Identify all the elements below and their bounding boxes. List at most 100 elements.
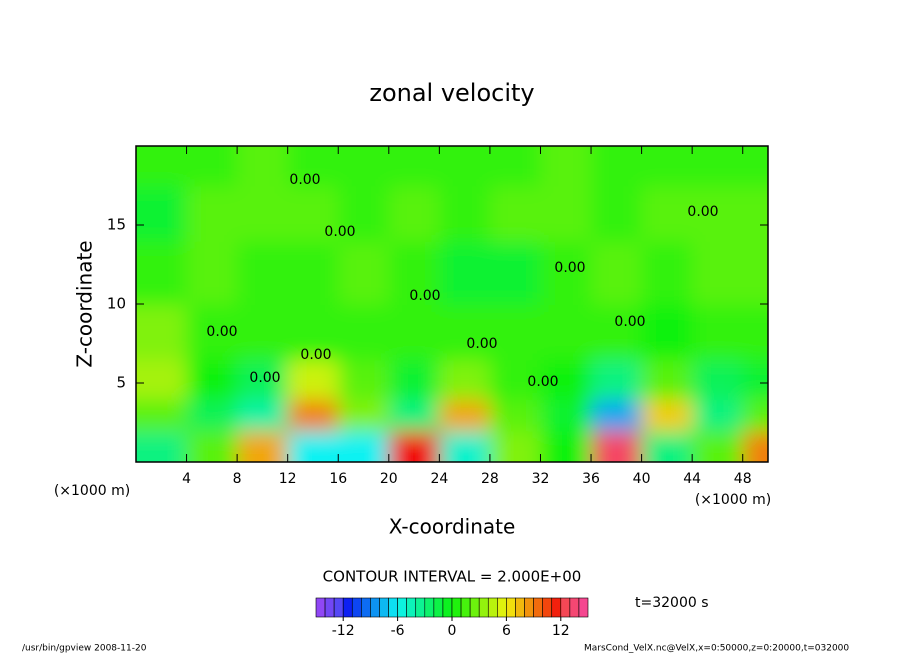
field-cell <box>136 430 188 462</box>
colorbar-box <box>460 597 471 618</box>
field-cell <box>388 359 441 400</box>
field-cell <box>287 185 340 242</box>
field-cell <box>186 240 239 305</box>
contour-interval: CONTOUR INTERVAL = 2.000E+00 <box>323 568 582 586</box>
x-tick-label: 4 <box>182 471 191 487</box>
colorbar-box <box>497 597 507 618</box>
y-unit: (×1000 m) <box>54 483 130 499</box>
field-cell <box>591 304 643 361</box>
field-cell <box>641 430 694 462</box>
x-tick-label: 8 <box>233 471 242 487</box>
field-cell <box>287 304 340 361</box>
y-tick-label: 10 <box>107 295 126 313</box>
field-cell <box>540 430 593 462</box>
field-cell <box>692 240 744 305</box>
field-cell <box>439 185 491 242</box>
colorbar-label: 0 <box>448 623 457 639</box>
field-cell <box>742 185 768 242</box>
field-cell <box>742 304 768 361</box>
field-cell <box>489 146 542 187</box>
field-cell <box>742 146 768 187</box>
field-cell <box>540 185 593 242</box>
contour-label: 0.00 <box>206 324 237 340</box>
field-cell <box>287 430 340 462</box>
colorbar-box <box>388 597 398 618</box>
field-cell <box>287 146 340 187</box>
colorbar-box <box>324 597 335 618</box>
contour-label: 0.00 <box>614 314 645 330</box>
colorbar-label: 6 <box>502 623 511 639</box>
field-cell <box>287 240 340 305</box>
colorbar-box <box>569 597 580 618</box>
x-tick-label: 32 <box>532 471 550 487</box>
field-cell <box>237 398 289 432</box>
y-axis-label: Z-coordinate <box>73 240 97 367</box>
field-cell <box>338 185 390 242</box>
x-unit: (×1000 m) <box>695 492 771 508</box>
field-cell <box>641 185 694 242</box>
field-cell <box>186 430 239 462</box>
x-tick-label: 36 <box>582 471 600 487</box>
field-cell <box>338 398 390 432</box>
field-cell <box>237 185 289 242</box>
x-axis-label: X-coordinate <box>389 515 516 539</box>
field-cell <box>338 359 390 400</box>
field-cell <box>439 359 491 400</box>
colorbar-label: 12 <box>552 623 570 639</box>
colorbar-box <box>361 597 371 618</box>
colorbar-box <box>415 597 426 618</box>
field-cell <box>439 146 491 187</box>
field-cell <box>186 146 239 187</box>
colorbar-box <box>560 597 571 618</box>
colorbar-box <box>379 597 389 618</box>
colorbar-box <box>370 597 380 618</box>
field-cell <box>338 240 390 305</box>
x-tick-label: 28 <box>481 471 499 487</box>
field-cell <box>136 146 188 187</box>
field-cell <box>439 240 491 305</box>
field-cell <box>692 359 744 400</box>
field-cell <box>489 240 542 305</box>
field-cell <box>692 146 744 187</box>
field-cell <box>237 359 289 400</box>
field-cell <box>591 430 643 462</box>
field-cell <box>641 398 694 432</box>
colorbar-box <box>397 597 407 618</box>
x-tick-label: 12 <box>279 471 297 487</box>
contour-label: 0.00 <box>409 288 440 304</box>
field-cell <box>136 240 188 305</box>
field-cell <box>540 359 593 400</box>
field-cell <box>641 240 694 305</box>
field-cell <box>692 398 744 432</box>
colorbar-label: -6 <box>391 623 405 639</box>
field-cell <box>692 304 744 361</box>
field-cell <box>742 240 768 305</box>
colorbar-box <box>515 597 525 618</box>
field-cell <box>540 304 593 361</box>
colorbar-box <box>551 597 562 618</box>
colorbar-box <box>315 597 326 618</box>
field-cell <box>338 304 390 361</box>
field-cell <box>237 240 289 305</box>
field-cell <box>136 304 188 361</box>
colorbar-box <box>487 597 498 618</box>
field-cell <box>489 359 542 400</box>
field-cell <box>540 240 593 305</box>
colorbar-box <box>542 597 553 618</box>
field-cell <box>439 398 491 432</box>
field-cell <box>388 185 441 242</box>
field-cell <box>237 146 289 187</box>
colorbar-box <box>469 597 480 618</box>
field-cell <box>742 359 768 400</box>
field-cell <box>742 430 768 462</box>
colorbar-box <box>342 597 353 618</box>
field-cell <box>591 146 643 187</box>
field-cell <box>489 304 542 361</box>
colorbar-box <box>524 597 534 618</box>
field-cell <box>489 398 542 432</box>
field-cell <box>136 185 188 242</box>
field-cell <box>591 240 643 305</box>
field-cell <box>237 430 289 462</box>
field-cell <box>338 146 390 187</box>
